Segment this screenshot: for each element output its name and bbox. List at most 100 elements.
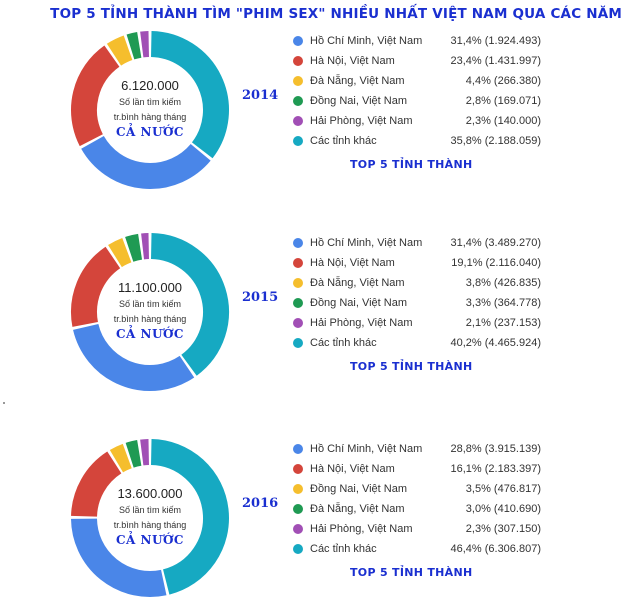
donut-slice [142, 44, 149, 45]
legend-value: 19,1% (2.116.040) [451, 254, 541, 272]
legend-item: Hồ Chí Minh, Việt Nam 31,4% (3.489.270) [293, 234, 573, 254]
subtitle-line-1: Số lần tìm kiếm [100, 298, 200, 310]
donut-slice [115, 250, 127, 256]
legend-value: 16,1% (2.183.397) [450, 460, 541, 478]
legend-item: Các tỉnh khác 40,2% (4.465.924) [293, 334, 573, 354]
stray-mark [3, 402, 5, 404]
legend-label: Các tỉnh khác [310, 334, 377, 352]
legend-dot [293, 484, 303, 494]
legend-item: Đà Nẵng, Việt Nam 4,4% (266.380) [293, 72, 573, 92]
legend-label: Hồ Chí Minh, Việt Nam [310, 32, 422, 50]
legend-item: Đồng Nai, Việt Nam 3,5% (476.817) [293, 480, 573, 500]
chart-panel-2014: 6.120.000 Số lần tìm kiếm tr.bình hàng t… [0, 30, 640, 205]
legend-item: Đồng Nai, Việt Nam 2,8% (169.071) [293, 92, 573, 112]
subtitle-line-2: tr.bình hàng tháng [100, 313, 200, 325]
legend-item: Đà Nẵng, Việt Nam 3,0% (410.690) [293, 500, 573, 520]
legend-value: 3,5% (476.817) [466, 480, 541, 498]
country-label: CẢ NƯỚC [100, 327, 200, 341]
donut-slice [93, 142, 201, 176]
chart-panel-2016: 13.600.000 Số lần tìm kiếm tr.bình hàng … [0, 438, 640, 613]
legend-title: TOP 5 TỈNH THÀNH [350, 158, 473, 171]
legend-dot [293, 318, 303, 328]
donut-slice [129, 247, 140, 250]
legend-dot [293, 56, 303, 66]
year-label: 2016 [242, 496, 278, 511]
legend-dot [293, 524, 303, 534]
legend-dot [293, 278, 303, 288]
legend-dot [293, 96, 303, 106]
legend-item: Hải Phòng, Việt Nam 2,1% (237.153) [293, 314, 573, 334]
legend-label: Đồng Nai, Việt Nam [310, 294, 407, 312]
legend-label: Hải Phòng, Việt Nam [310, 520, 413, 538]
legend-label: Hà Nội, Việt Nam [310, 254, 395, 272]
legend-value: 31,4% (1.924.493) [450, 32, 541, 50]
year-label: 2015 [242, 290, 278, 305]
legend-item: Hà Nội, Việt Nam 19,1% (2.116.040) [293, 254, 573, 274]
legend-value: 3,8% (426.835) [466, 274, 541, 292]
legend-label: Các tỉnh khác [310, 540, 377, 558]
legend-item: Các tỉnh khác 46,4% (6.306.807) [293, 540, 573, 560]
legend-label: Hồ Chí Minh, Việt Nam [310, 440, 422, 458]
legend-item: Hồ Chí Minh, Việt Nam 28,8% (3.915.139) [293, 440, 573, 460]
legend-value: 2,3% (307.150) [466, 520, 541, 538]
legend-dot [293, 258, 303, 268]
legend-value: 2,8% (169.071) [466, 92, 541, 110]
legend-label: Hà Nội, Việt Nam [310, 460, 395, 478]
legend-item: Đồng Nai, Việt Nam 3,3% (364.778) [293, 294, 573, 314]
donut-center: 11.100.000 Số lần tìm kiếm tr.bình hàng … [100, 280, 200, 341]
legend-dot [293, 338, 303, 348]
legend-value: 2,3% (140.000) [466, 112, 541, 130]
legend-value: 3,3% (364.778) [466, 294, 541, 312]
legend-item: Hà Nội, Việt Nam 16,1% (2.183.397) [293, 460, 573, 480]
legend-dot [293, 238, 303, 248]
legend-dot [293, 76, 303, 86]
legend-title: TOP 5 TỈNH THÀNH [350, 360, 473, 373]
donut-slice [142, 452, 149, 453]
total-searches: 6.120.000 [100, 78, 200, 93]
legend-label: Đà Nẵng, Việt Nam [310, 72, 405, 90]
donut-slice [130, 45, 139, 47]
legend-dot [293, 136, 303, 146]
legend-label: Hải Phòng, Việt Nam [310, 112, 413, 130]
legend-label: Đà Nẵng, Việt Nam [310, 500, 405, 518]
donut-center: 6.120.000 Số lần tìm kiếm tr.bình hàng t… [100, 78, 200, 139]
donut-slice [130, 453, 140, 455]
subtitle-line-2: tr.bình hàng tháng [100, 111, 200, 123]
legend-dot [293, 464, 303, 474]
legend-value: 31,4% (3.489.270) [450, 234, 541, 252]
legend-label: Hồ Chí Minh, Việt Nam [310, 234, 422, 252]
legend-dot [293, 298, 303, 308]
legend-dot [293, 444, 303, 454]
legend-label: Các tỉnh khác [310, 132, 377, 150]
legend-dot [293, 36, 303, 46]
legend-value: 2,1% (237.153) [466, 314, 541, 332]
legend-value: 3,0% (410.690) [466, 500, 541, 518]
legend-dot [293, 116, 303, 126]
donut-slice [116, 456, 127, 461]
legend: Hồ Chí Minh, Việt Nam 31,4% (1.924.493) H… [293, 32, 573, 152]
donut-center: 13.600.000 Số lần tìm kiếm tr.bình hàng … [100, 486, 200, 547]
legend: Hồ Chí Minh, Việt Nam 31,4% (3.489.270) H… [293, 234, 573, 354]
legend: Hồ Chí Minh, Việt Nam 28,8% (3.915.139) H… [293, 440, 573, 560]
legend-label: Hải Phòng, Việt Nam [310, 314, 413, 332]
subtitle-line-1: Số lần tìm kiếm [100, 96, 200, 108]
legend-value: 28,8% (3.915.139) [450, 440, 541, 458]
legend-value: 40,2% (4.465.924) [450, 334, 541, 352]
legend-item: Hà Nội, Việt Nam 23,4% (1.431.997) [293, 52, 573, 72]
legend-value: 23,4% (1.431.997) [450, 52, 541, 70]
subtitle-line-1: Số lần tìm kiếm [100, 504, 200, 516]
legend-value: 46,4% (6.306.807) [450, 540, 541, 558]
legend-label: Hà Nội, Việt Nam [310, 52, 395, 70]
legend-dot [293, 504, 303, 514]
legend-item: Hải Phòng, Việt Nam 2,3% (140.000) [293, 112, 573, 132]
chart-panel-2015: 11.100.000 Số lần tìm kiếm tr.bình hàng … [0, 232, 640, 407]
legend-label: Đồng Nai, Việt Nam [310, 480, 407, 498]
legend-value: 4,4% (266.380) [466, 72, 541, 90]
legend-item: Hồ Chí Minh, Việt Nam 31,4% (1.924.493) [293, 32, 573, 52]
total-searches: 11.100.000 [100, 280, 200, 295]
year-label: 2014 [242, 88, 278, 103]
legend-label: Đồng Nai, Việt Nam [310, 92, 407, 110]
country-label: CẢ NƯỚC [100, 125, 200, 139]
